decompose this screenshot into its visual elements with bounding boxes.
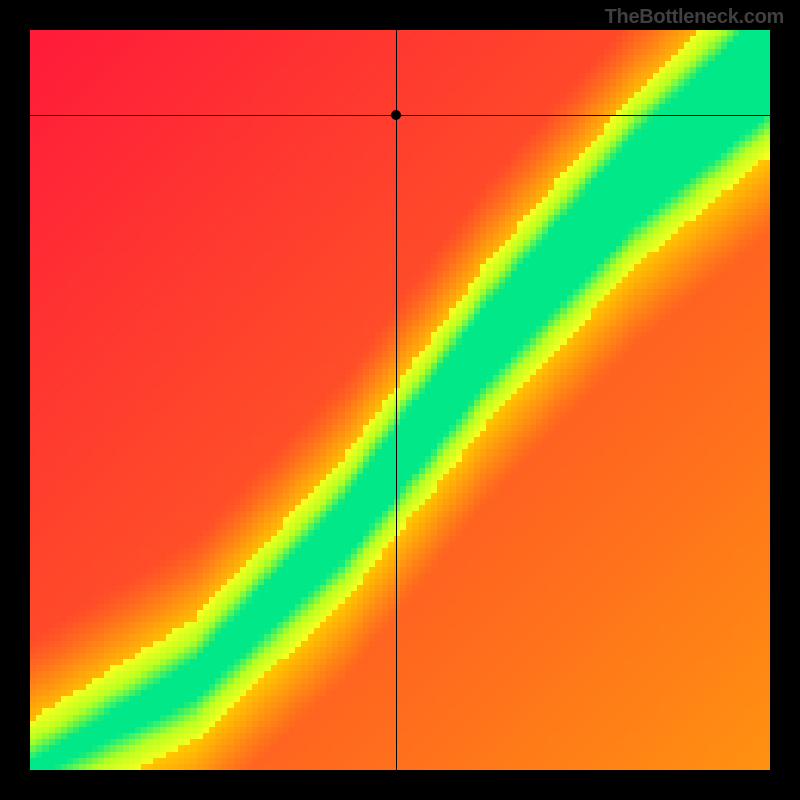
- watermark-text: TheBottleneck.com: [605, 6, 784, 29]
- heatmap-canvas: [30, 30, 770, 770]
- heatmap-plot: [30, 30, 770, 770]
- crosshair-vertical: [396, 30, 397, 770]
- crosshair-marker: [391, 110, 401, 120]
